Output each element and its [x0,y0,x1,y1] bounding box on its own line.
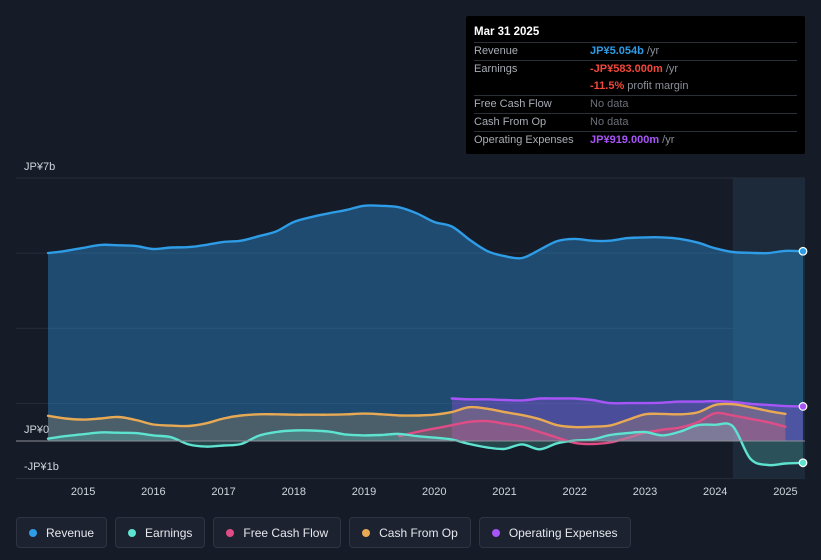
tooltip-label: Cash From Op [474,116,547,128]
legend-item-cash-from-op[interactable]: Cash From Op [349,517,471,548]
tooltip-row-free-cash-flow: Free Cash Flow No data [474,95,797,113]
tooltip-unit: profit margin [624,80,689,92]
legend-dot-icon [128,528,137,537]
tooltip: Mar 31 2025 Revenue JP¥5.054b /yr Earnin… [466,16,805,154]
legend-label: Earnings [145,525,193,540]
series-line-earnings [46,422,805,467]
tooltip-label [474,78,590,95]
tooltip-value: No data [590,116,629,128]
grid [16,177,805,480]
tooltip-value: -JP¥583.000m [590,63,663,75]
legend-dot-icon [362,528,371,537]
legend: Revenue Earnings Free Cash Flow Cash Fro… [16,517,631,548]
series-end-marker-revenue [798,246,808,256]
tooltip-row-cash-from-op: Cash From Op No data [474,113,797,131]
tooltip-label: Free Cash Flow [474,98,552,110]
legend-item-earnings[interactable]: Earnings [115,517,206,548]
x-tick-label: 2015 [71,486,95,498]
legend-item-revenue[interactable]: Revenue [16,517,108,548]
legend-dot-icon [29,528,37,537]
tooltip-label: Earnings [474,63,518,75]
series-line-operating-expenses [450,397,805,408]
tooltip-unit: /yr [643,45,660,57]
tooltip-unit: /yr [659,134,675,146]
y-tick-label: -JP¥1b [24,461,59,473]
y-tick-label: JP¥7b [24,161,55,173]
y-tick-label: JP¥0 [24,424,49,436]
tooltip-row-profit-margin: -11.5% profit margin [474,78,797,95]
x-tick-label: 2018 [282,486,306,498]
series-end-marker-operating-expenses [798,402,808,411]
forecast-highlight-band [732,178,805,479]
axis-layer: JP¥7b JP¥0 -JP¥1b 2015 2016 2017 2018 2019 2020 2… [24,161,798,498]
x-tick-label: 2016 [141,486,165,498]
series-layer [46,204,808,468]
series-area-free-cash-flow [399,412,786,445]
series-line-free-cash-flow [398,411,787,446]
tooltip-row-operating-expenses: Operating Expenses JP¥919.000m /yr [474,131,797,149]
x-tick-label: 2024 [703,486,727,498]
tooltip-label: Revenue [474,45,519,57]
x-tick-label: 2021 [492,486,516,498]
legend-label: Free Cash Flow [243,525,329,540]
legend-item-free-cash-flow[interactable]: Free Cash Flow [213,517,342,548]
series-line-revenue [46,204,805,260]
x-tick-label: 2017 [211,486,235,498]
tooltip-unit: /yr [662,63,679,75]
legend-label: Revenue [46,525,95,540]
x-tick-label: 2020 [422,486,446,498]
series-area-revenue [48,205,803,441]
legend-label: Operating Expenses [508,525,618,540]
x-tick-label: 2022 [563,486,587,498]
series-area-earnings [48,423,803,466]
x-tick-label: 2023 [633,486,657,498]
series-line-cash-from-op [46,402,787,429]
tooltip-value: No data [590,98,629,110]
x-tick-label: 2025 [773,486,797,498]
tooltip-date: Mar 31 2025 [474,26,540,38]
series-end-marker-earnings [798,458,808,468]
legend-item-operating-expenses[interactable]: Operating Expenses [478,517,631,548]
tooltip-label: Operating Expenses [474,134,574,146]
tooltip-row-revenue: Revenue JP¥5.054b /yr [474,42,797,60]
tooltip-row-earnings: Earnings -JP¥583.000m /yr [474,60,797,78]
series-area-cash-from-op [48,403,786,441]
tooltip-value: JP¥5.054b [590,45,644,57]
legend-dot-icon [491,528,500,537]
legend-label: Cash From Op [379,525,458,540]
tooltip-value: JP¥919.000m [590,134,660,146]
legend-dot-icon [226,528,235,537]
tooltip-value: -11.5% [590,80,625,92]
x-tick-label: 2019 [352,486,376,498]
